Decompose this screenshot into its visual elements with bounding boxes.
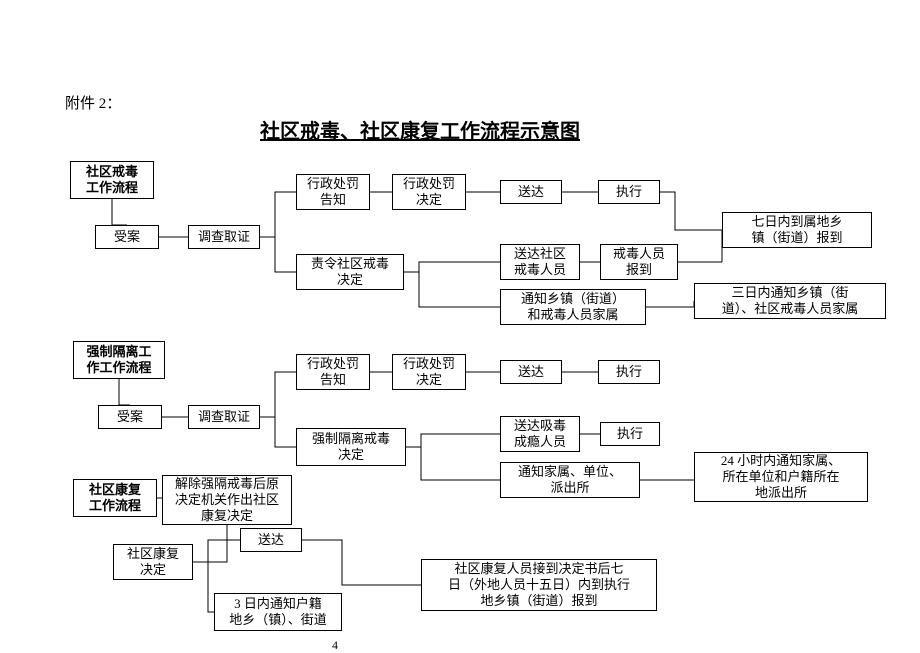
page-title: 社区戒毒、社区康复工作流程示意图 [260,115,580,144]
node-n21: 执行 [600,422,660,446]
node-n28: 社区康复人员接到决定书后七日（外地人员十五日）内到执行地乡镇（街道）报到 [421,559,657,611]
node-n22: 通知家属、单位、派出所 [500,462,640,498]
node-n20: 送达吸毒成瘾人员 [500,416,580,452]
node-n8: 责令社区戒毒决定 [296,254,404,290]
node-h3: 社区康复工作流程 [73,479,157,517]
attachment-label: 附件 2： [65,92,121,113]
node-n11: 通知乡镇（街道）和戒毒人员家属 [500,289,646,325]
node-n23: 24 小时内通知家属、所在单位和户籍所在地派出所 [694,452,868,502]
node-n3: 行政处罚告知 [296,174,370,210]
node-n27: 3 日内通知户籍地乡（镇）、街道 [214,593,342,631]
node-n14: 调查取证 [188,405,260,429]
node-n4: 行政处罚决定 [392,174,466,210]
node-n2: 调查取证 [188,225,260,249]
node-n24: 解除强隔戒毒后原决定机关作出社区康复决定 [162,475,292,525]
node-n25: 社区康复决定 [113,544,193,580]
node-n13: 受案 [98,405,162,429]
node-n9: 送达社区戒毒人员 [500,244,580,280]
node-n7: 七日内到属地乡镇（街道）报到 [722,212,872,248]
node-h1: 社区戒毒工作流程 [70,161,154,199]
node-n18: 执行 [598,360,660,384]
node-h2: 强制隔离工作工作流程 [73,341,165,379]
node-n17: 送达 [500,360,562,384]
node-n15: 行政处罚告知 [296,354,370,390]
node-n5: 送达 [500,180,562,204]
node-n16: 行政处罚决定 [392,354,466,390]
node-n12: 三日内通知乡镇（街道）、社区戒毒人员家属 [694,283,886,319]
node-n6: 执行 [598,180,660,204]
node-n26: 送达 [240,528,302,552]
node-n10: 戒毒人员报到 [600,244,678,280]
node-n19: 强制隔离戒毒决定 [296,428,406,466]
node-n1: 受案 [95,225,159,249]
